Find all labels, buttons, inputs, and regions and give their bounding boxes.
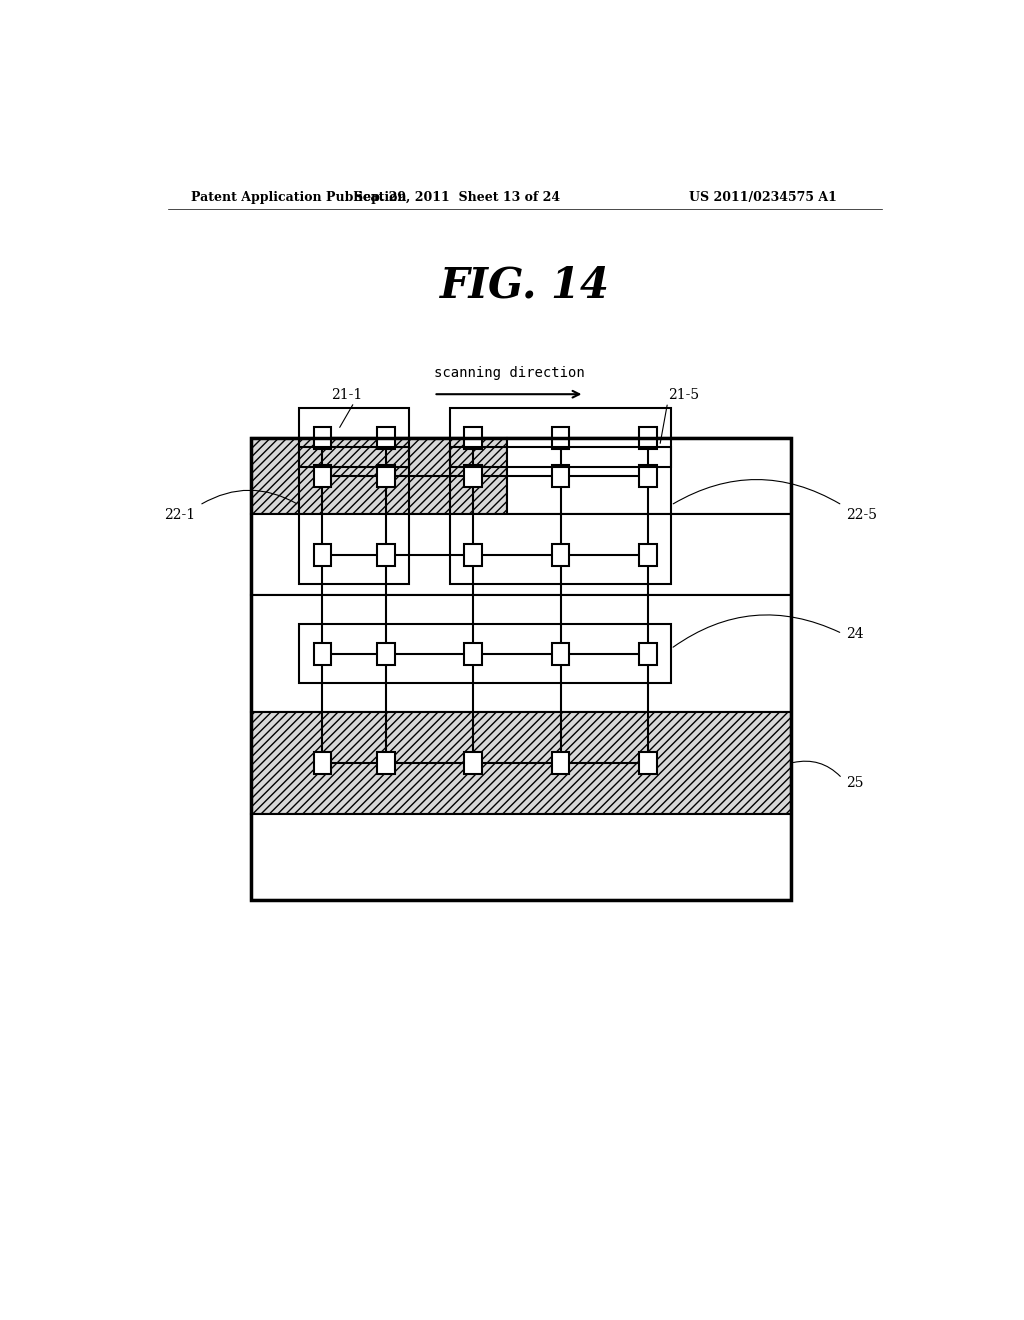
- Bar: [465, 752, 482, 775]
- Bar: [377, 752, 394, 775]
- Bar: [451, 446, 671, 585]
- Bar: [465, 426, 482, 449]
- Bar: [313, 426, 331, 449]
- Text: 25: 25: [846, 776, 863, 791]
- Bar: [639, 426, 656, 449]
- Bar: [251, 595, 791, 713]
- Text: 24: 24: [846, 627, 864, 640]
- Bar: [251, 814, 791, 900]
- Bar: [313, 544, 331, 566]
- Text: Patent Application Publication: Patent Application Publication: [191, 190, 407, 203]
- Bar: [313, 465, 331, 487]
- Text: US 2011/0234575 A1: US 2011/0234575 A1: [689, 190, 837, 203]
- Bar: [552, 465, 569, 487]
- Bar: [377, 465, 394, 487]
- Bar: [639, 465, 656, 487]
- Bar: [251, 515, 791, 595]
- Bar: [313, 643, 331, 665]
- Bar: [465, 465, 482, 487]
- Bar: [377, 426, 394, 449]
- Bar: [639, 544, 656, 566]
- Bar: [552, 752, 569, 775]
- Bar: [377, 544, 394, 566]
- Text: 21-1: 21-1: [331, 388, 361, 403]
- Text: 22-5: 22-5: [846, 508, 878, 523]
- Bar: [251, 713, 791, 814]
- Bar: [465, 643, 482, 665]
- Bar: [251, 438, 507, 515]
- Text: FIG. 14: FIG. 14: [439, 264, 610, 306]
- Text: 21-5: 21-5: [668, 388, 698, 403]
- Bar: [299, 624, 671, 684]
- Bar: [639, 643, 656, 665]
- Bar: [639, 752, 656, 775]
- Bar: [299, 446, 409, 585]
- Bar: [507, 438, 791, 515]
- Bar: [552, 426, 569, 449]
- Bar: [552, 643, 569, 665]
- Bar: [451, 408, 671, 467]
- Bar: [251, 438, 791, 900]
- Text: Sep. 29, 2011  Sheet 13 of 24: Sep. 29, 2011 Sheet 13 of 24: [354, 190, 560, 203]
- Bar: [377, 643, 394, 665]
- Bar: [465, 544, 482, 566]
- Bar: [552, 544, 569, 566]
- Bar: [299, 408, 409, 467]
- Text: scanning direction: scanning direction: [433, 366, 585, 380]
- Bar: [313, 752, 331, 775]
- Text: 22-1: 22-1: [164, 508, 196, 523]
